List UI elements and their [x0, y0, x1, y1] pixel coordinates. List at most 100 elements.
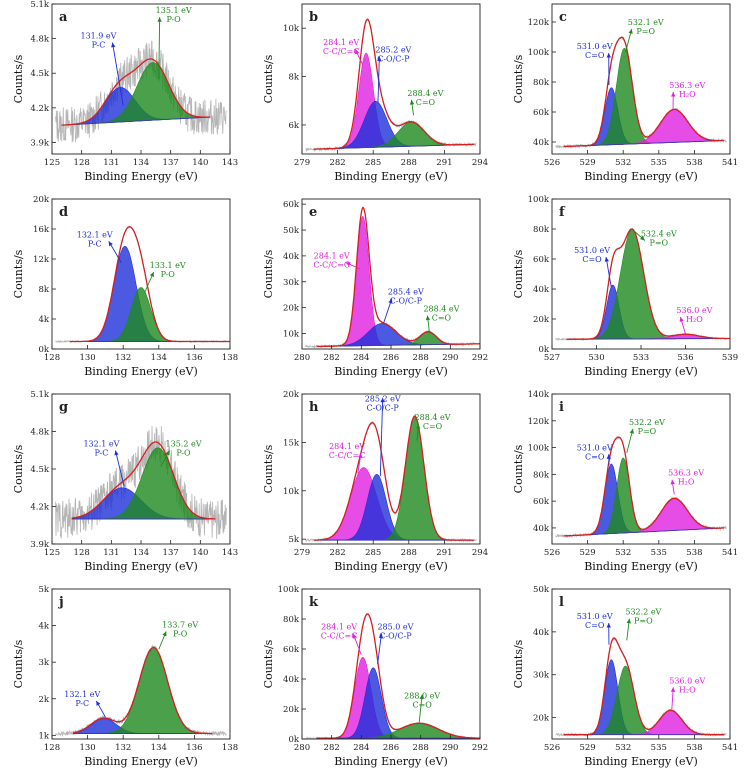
x-tick-label-g: 128 — [74, 548, 90, 558]
plot-area-f — [555, 227, 730, 342]
x-tick-label-l: 532 — [615, 743, 631, 753]
peak-c-2 — [563, 47, 725, 147]
annotation-energy: 536.3 eV — [669, 81, 705, 90]
y-tick-label-i: 140k — [528, 390, 550, 400]
annotation-arrow-line — [605, 256, 612, 288]
envelope-j — [73, 646, 213, 735]
annotation-species: C=O — [412, 701, 432, 710]
annotation-arrowhead — [409, 99, 415, 105]
annotation-species: H₂O — [686, 315, 703, 324]
annotation-arrowhead — [108, 241, 113, 247]
peak-l-1 — [563, 659, 725, 735]
y-tick-label-e: 10k — [283, 329, 300, 339]
y-tick-label-i: 100k — [528, 444, 550, 454]
x-tick-label-i: 541 — [722, 548, 738, 558]
annotation-species: H₂O — [679, 90, 696, 99]
y-tick-label-j: 2k — [38, 695, 49, 705]
panel-letter-i: i — [559, 400, 564, 415]
x-tick-label-h: 288 — [401, 548, 417, 558]
y-tick-label-g: 4.2k — [30, 503, 50, 513]
annotation-b-2: 285.2 eVC-O/C-P — [375, 45, 412, 104]
panel-c: 526 529 532 535 538 541 40k 60k 80k 100k 120k Bindi… — [512, 3, 738, 183]
annotation-species: P-O — [173, 629, 188, 638]
y-tick-label-e: 30k — [283, 278, 300, 288]
annotation-species: C=O — [432, 314, 452, 323]
y-tick-label-d: 4k — [38, 315, 49, 325]
plot-area-b — [305, 17, 477, 153]
x-tick-label-f: 533 — [633, 353, 649, 363]
y-tick-label-a: 4.5k — [30, 69, 50, 79]
y-tick-label-f: 0k — [538, 345, 549, 355]
envelope-k — [316, 613, 480, 739]
y-tick-label-e: 60k — [283, 200, 300, 210]
y-tick-label-e: 40k — [283, 252, 300, 262]
y-axis-label-a: Counts/s — [12, 54, 25, 103]
x-tick-label-e: 284 — [353, 353, 369, 363]
annotation-species: P=O — [634, 617, 653, 626]
peak-h-3 — [313, 415, 475, 541]
annotation-f-2: 532.4 eVP=O — [633, 230, 677, 248]
envelope-a — [61, 58, 211, 126]
x-axis-label-l: Binding Energy (eV) — [584, 755, 698, 768]
x-tick-label-i: 526 — [544, 548, 560, 558]
annotation-arrowhead — [378, 633, 384, 639]
annotation-species: P=O — [636, 27, 655, 36]
annotation-arrow-line — [377, 56, 380, 104]
x-tick-label-d: 128 — [44, 353, 60, 363]
x-tick-label-b: 282 — [329, 158, 345, 168]
x-tick-label-l: 529 — [579, 743, 595, 753]
plot-area-k — [305, 613, 480, 739]
raw-spectrum-a — [55, 40, 227, 143]
x-tick-label-a: 134 — [133, 158, 149, 168]
x-axis-label-e: Binding Energy (eV) — [334, 365, 448, 378]
annotation-species: C-O/C-P — [379, 632, 412, 641]
y-tick-label-k: 20k — [283, 705, 300, 715]
y-tick-label-l: 40k — [533, 628, 550, 638]
panel-letter-j: j — [58, 595, 64, 610]
panel-f: 527 530 533 536 539 0k 20k 40k 60k 80k 100k Binding… — [512, 195, 738, 378]
annotation-h-3: 288.4 eVC=O — [415, 413, 451, 441]
x-tick-label-h: 294 — [472, 548, 488, 558]
peak-k-1 — [316, 656, 480, 739]
annotation-arrowhead — [679, 317, 684, 322]
y-tick-label-d: 20k — [33, 195, 50, 205]
annotation-i-1: 531.0 eVC=O — [577, 443, 613, 465]
axes-frame-l — [551, 588, 731, 740]
panel-letter-e: e — [309, 205, 317, 220]
x-tick-label-e: 290 — [442, 353, 458, 363]
annotation-energy: 284.1 eV — [314, 251, 350, 260]
annotation-energy: 532.2 eV — [625, 608, 661, 617]
x-tick-label-b: 279 — [294, 158, 310, 168]
x-tick-label-e: 280 — [294, 353, 310, 363]
peak-e-1 — [316, 216, 480, 347]
annotation-energy: 536.0 eV — [669, 676, 705, 685]
y-tick-label-a: 3.9k — [30, 138, 50, 148]
envelope-g — [71, 441, 216, 520]
envelope-e — [316, 206, 480, 348]
annotation-energy: 532.2 eV — [629, 418, 665, 427]
annotation-c-1: 531.0 eVC=O — [577, 42, 613, 86]
x-tick-label-d: 136 — [186, 353, 202, 363]
y-axis-label-l: Counts/s — [512, 639, 525, 688]
annotation-arrowhead — [670, 687, 676, 692]
annotation-energy: 532.4 eV — [641, 230, 677, 239]
envelope-c — [563, 36, 725, 148]
annotation-arrowhead — [165, 450, 170, 456]
y-tick-label-h: 5k — [288, 535, 299, 545]
x-tick-label-h: 282 — [329, 548, 345, 558]
x-tick-label-g: 134 — [133, 548, 149, 558]
y-tick-label-c: 100k — [528, 48, 550, 58]
y-tick-label-d: 16k — [33, 225, 50, 235]
panel-letter-h: h — [309, 400, 319, 415]
y-tick-label-d: 0k — [38, 345, 49, 355]
y-axis-label-i: Counts/s — [512, 444, 525, 493]
x-axis-label-a: Binding Energy (eV) — [84, 170, 198, 183]
annotation-arrowhead — [352, 633, 357, 639]
annotation-arrowhead — [425, 315, 431, 321]
x-tick-label-a: 128 — [74, 158, 90, 168]
annotation-species: C=O — [585, 452, 605, 461]
envelope-i — [563, 436, 725, 537]
y-tick-label-a: 4.2k — [30, 104, 50, 114]
annotation-species: C-C/C=C — [323, 47, 360, 56]
annotation-energy: 536.3 eV — [668, 469, 704, 478]
